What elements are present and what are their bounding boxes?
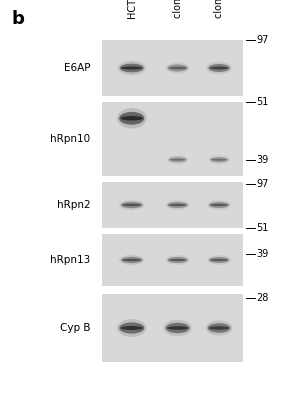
Bar xyxy=(102,234,243,286)
Ellipse shape xyxy=(206,320,232,336)
Text: b: b xyxy=(12,10,25,28)
Text: clone 14: clone 14 xyxy=(173,0,183,18)
Text: 97: 97 xyxy=(256,179,268,189)
Ellipse shape xyxy=(209,257,229,263)
Ellipse shape xyxy=(207,62,232,74)
Ellipse shape xyxy=(118,61,146,75)
Ellipse shape xyxy=(210,259,228,261)
Bar xyxy=(102,40,243,96)
Ellipse shape xyxy=(211,159,227,161)
Ellipse shape xyxy=(210,67,229,69)
Text: 39: 39 xyxy=(256,249,268,259)
Ellipse shape xyxy=(117,108,147,128)
Ellipse shape xyxy=(208,323,230,333)
Ellipse shape xyxy=(121,66,142,70)
Ellipse shape xyxy=(168,64,188,72)
Text: 51: 51 xyxy=(256,97,268,107)
Ellipse shape xyxy=(209,202,229,208)
Ellipse shape xyxy=(122,259,141,261)
Ellipse shape xyxy=(166,255,189,265)
Ellipse shape xyxy=(209,326,229,330)
Ellipse shape xyxy=(169,67,186,69)
Ellipse shape xyxy=(119,255,144,265)
Text: clone 13: clone 13 xyxy=(214,0,224,18)
Ellipse shape xyxy=(117,319,147,337)
Ellipse shape xyxy=(166,200,189,210)
Bar xyxy=(102,102,243,176)
Ellipse shape xyxy=(210,204,228,206)
Text: 39: 39 xyxy=(256,155,268,165)
Bar xyxy=(102,182,243,228)
Text: E6AP: E6AP xyxy=(64,63,90,73)
Ellipse shape xyxy=(166,323,189,333)
Ellipse shape xyxy=(207,200,231,210)
Ellipse shape xyxy=(166,62,189,74)
Ellipse shape xyxy=(167,155,188,164)
Ellipse shape xyxy=(208,155,230,164)
Ellipse shape xyxy=(119,322,144,334)
Ellipse shape xyxy=(169,259,186,261)
Ellipse shape xyxy=(163,320,192,336)
Ellipse shape xyxy=(121,257,142,263)
Text: HCT116: HCT116 xyxy=(127,0,137,18)
Ellipse shape xyxy=(121,326,143,330)
Ellipse shape xyxy=(121,202,142,208)
Ellipse shape xyxy=(121,116,143,120)
Ellipse shape xyxy=(170,159,186,161)
Text: 28: 28 xyxy=(256,293,268,303)
Ellipse shape xyxy=(210,157,228,162)
Text: hRpn13: hRpn13 xyxy=(50,255,90,265)
Ellipse shape xyxy=(207,255,231,265)
Ellipse shape xyxy=(208,64,230,72)
Text: 97: 97 xyxy=(256,35,268,45)
Bar xyxy=(102,294,243,362)
Text: 51: 51 xyxy=(256,223,268,233)
Ellipse shape xyxy=(168,202,188,208)
Ellipse shape xyxy=(119,112,144,125)
Text: Cyp B: Cyp B xyxy=(60,323,90,333)
Ellipse shape xyxy=(168,157,187,162)
Text: hRpn10: hRpn10 xyxy=(50,134,90,144)
Ellipse shape xyxy=(122,204,141,206)
Ellipse shape xyxy=(168,257,188,263)
Ellipse shape xyxy=(120,64,144,72)
Ellipse shape xyxy=(169,204,186,206)
Ellipse shape xyxy=(119,200,144,210)
Text: hRpn2: hRpn2 xyxy=(57,200,90,210)
Ellipse shape xyxy=(167,326,188,330)
